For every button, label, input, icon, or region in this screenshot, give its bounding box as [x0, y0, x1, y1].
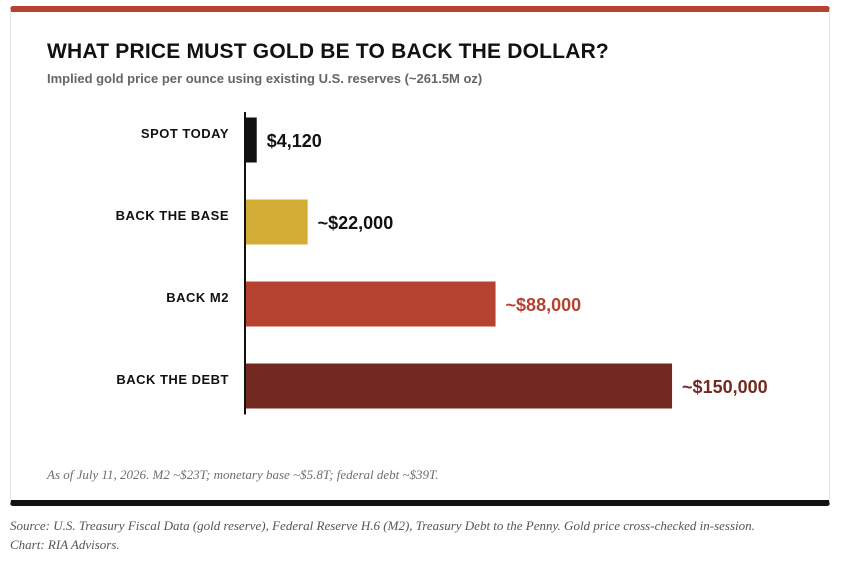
bar: [245, 363, 673, 409]
bar: [245, 199, 308, 245]
bar: [245, 281, 496, 327]
value-label: $4,120: [267, 131, 322, 151]
value-label: ~$88,000: [506, 295, 582, 315]
chart-subtitle: Implied gold price per ounce using exist…: [47, 71, 483, 86]
chart-footnote: As of July 11, 2026. M2 ~$23T; monetary …: [47, 467, 439, 482]
chart-title: WHAT PRICE MUST GOLD BE TO BACK THE DOLL…: [47, 40, 609, 63]
bar: [245, 117, 257, 163]
value-label: ~$22,000: [318, 213, 394, 233]
source-line: Source: U.S. Treasury Fiscal Data (gold …: [10, 518, 755, 533]
category-label: BACK THE BASE: [116, 208, 229, 223]
category-label: BACK THE DEBT: [116, 372, 229, 387]
source-note: Source: U.S. Treasury Fiscal Data (gold …: [10, 516, 840, 554]
bar-chart: SPOT TODAY $4,120 BACK THE BASE ~$22,000 BAC…: [116, 112, 768, 415]
chart-card: WHAT PRICE MUST GOLD BE TO BACK THE DOLL…: [10, 6, 830, 506]
category-label: BACK M2: [166, 290, 229, 305]
value-label: ~$150,000: [682, 377, 768, 397]
credit-line: Chart: RIA Advisors.: [10, 537, 120, 552]
category-label: SPOT TODAY: [141, 126, 229, 141]
